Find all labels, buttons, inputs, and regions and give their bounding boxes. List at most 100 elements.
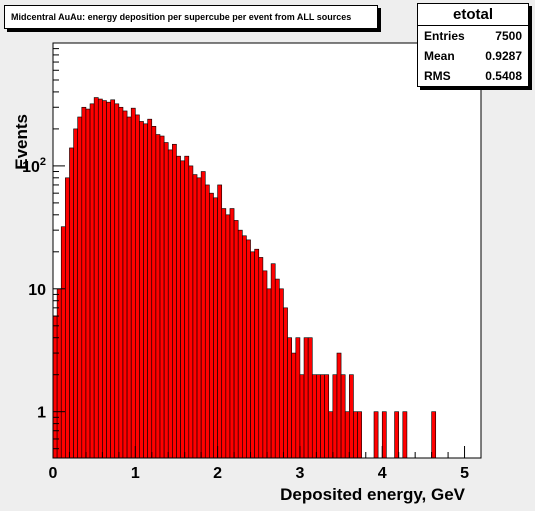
histogram-bar [151,125,157,459]
histogram-bar [172,143,177,459]
y-tick-label: 10 [28,282,46,299]
histogram-bar [60,226,66,459]
histogram-bar [242,235,247,459]
histogram-bar [262,270,268,459]
histogram-bar [204,184,210,459]
histogram-bar [180,160,185,459]
y-tick-label: 1 [37,405,46,422]
histogram-bar [431,411,437,459]
histogram-bar [402,411,408,459]
histogram-bar [349,374,354,459]
histogram-bar [196,177,202,459]
stats-value: 0.5408 [485,69,522,83]
histogram-bar [324,374,330,459]
histogram-bar [340,374,346,459]
histogram-bar [77,116,83,459]
histogram-bar [225,214,231,459]
stats-box: etotal Entries 7500 Mean 0.9287 RMS 0.54… [417,3,529,87]
histogram-bar [250,251,255,459]
x-tick-label: 5 [460,465,469,482]
histogram-bar [89,103,95,459]
stats-label: RMS [424,69,451,83]
histogram-bar [229,208,235,459]
x-tick-label: 0 [49,465,58,482]
x-tick-label: 1 [131,465,140,482]
stats-label: Entries [424,29,465,43]
histogram-bar [65,177,70,459]
histogram-bar [394,411,399,459]
histogram-bar [102,100,107,459]
histogram-bar [332,374,338,459]
histogram-bar [295,337,301,459]
x-tick-label: 4 [378,465,387,482]
histogram-bar [110,99,116,459]
histogram-bar [56,288,62,459]
histogram-bar [357,411,362,459]
histogram-bar [233,220,239,459]
histogram-bar [147,118,153,459]
histogram-bar [254,248,260,459]
histogram-bar [237,229,243,459]
stats-histogram-name: etotal [418,4,528,26]
y-axis-label: Events [12,114,31,170]
histogram-bar [270,263,276,459]
histogram-bar [93,97,99,459]
histogram-bar [135,114,140,459]
histogram-bar [320,374,325,459]
histogram-bar [85,108,91,459]
histogram-bar [167,149,173,459]
histogram-bar [192,174,198,459]
histogram-bar [130,107,136,459]
histogram-bar [106,101,111,459]
histogram-bar [316,374,321,459]
histogram-bar [163,142,169,459]
histogram-bar [81,106,87,459]
stats-row-mean: Mean 0.9287 [418,46,528,66]
stats-row-entries: Entries 7500 [418,26,528,46]
histogram-bar [122,110,128,459]
histogram-bar [299,374,305,459]
histogram-bar [266,288,272,459]
histogram-bar [213,197,218,459]
histogram-bar [307,337,313,459]
chart-title: Midcentral AuAu: energy deposition per s… [11,12,352,22]
histogram-bar [381,411,387,459]
x-tick-label: 2 [213,465,222,482]
histogram-bar [283,307,288,459]
histogram-bar [344,411,350,459]
histogram-bar [287,337,292,459]
histogram-bar [97,98,103,459]
histogram-bar [184,155,190,459]
histogram-bar [291,352,297,459]
histogram-bar [139,121,144,459]
stats-value: 7500 [495,29,522,43]
histogram-bar [311,374,317,459]
histogram-bar [336,352,342,459]
histogram-bar [217,184,223,459]
stats-label: Mean [424,49,455,63]
stats-row-rms: RMS 0.5408 [418,66,528,86]
histogram-bar [258,257,264,459]
histogram-bar [73,128,78,459]
histogram-bar [353,411,358,459]
stats-value: 0.9287 [485,49,522,63]
histogram-bar [373,411,379,459]
histogram-bar [69,147,74,459]
histogram-bar [188,165,194,459]
x-axis-label: Deposited energy, GeV [280,485,466,504]
histogram-bar [279,288,284,459]
histogram-bar [209,192,214,459]
histogram-bar [155,134,161,459]
histogram-bar [143,123,148,459]
histogram-bar [114,103,120,459]
histogram-bar [274,278,280,459]
histogram-bar [126,116,132,459]
histogram-bar [159,135,165,459]
chart-title-box: Midcentral AuAu: energy deposition per s… [4,5,378,29]
histogram-bars [52,97,437,459]
histogram-bar [176,155,181,459]
histogram-bar [221,208,227,459]
histogram-bar [200,171,206,459]
